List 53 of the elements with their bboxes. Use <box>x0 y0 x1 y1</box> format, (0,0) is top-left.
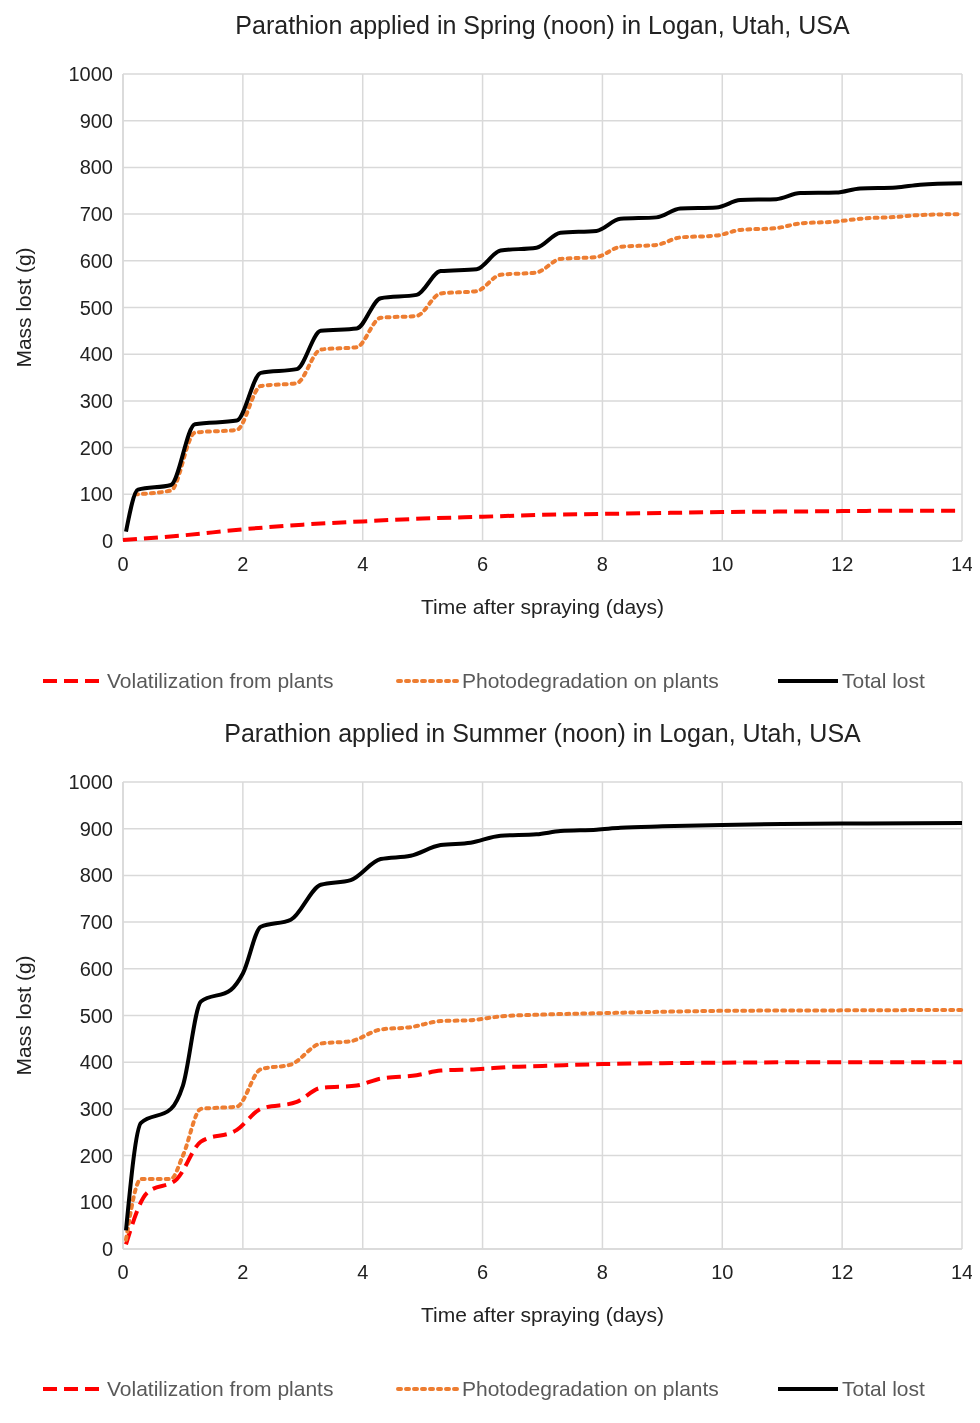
x-tick-label: 8 <box>596 553 608 575</box>
x-tick-label: 6 <box>477 1261 489 1283</box>
y-tick-label: 500 <box>79 296 113 319</box>
x-tick-label: 0 <box>117 553 129 575</box>
y-tick-label: 300 <box>79 389 113 412</box>
legend-label: Total lost <box>842 669 926 692</box>
line-series <box>124 181 964 534</box>
y-tick-label: 400 <box>79 343 113 366</box>
legend-label: Photodegradation on plants <box>462 669 719 692</box>
x-tick-label: 2 <box>237 1261 249 1283</box>
y-tick-label: 900 <box>79 817 113 840</box>
y-tick-label: 400 <box>79 1051 113 1074</box>
x-tick-label: 12 <box>831 1261 854 1283</box>
y-tick-label: 700 <box>79 911 113 934</box>
x-tick-label: 8 <box>596 1261 608 1283</box>
legend-label: Total lost <box>842 1377 926 1400</box>
x-axis-title: Time after spraying (days) <box>420 595 665 618</box>
x-tick-label: 0 <box>117 1261 129 1283</box>
y-tick-label: 700 <box>79 203 113 226</box>
line-series <box>124 1007 964 1242</box>
y-tick-label: 100 <box>79 483 113 506</box>
y-tick-label: 600 <box>79 249 113 272</box>
y-tick-label: 800 <box>79 864 113 887</box>
y-axis-title: Mass lost (g) <box>12 247 35 368</box>
x-tick-label: 10 <box>711 553 734 575</box>
legend-label: Volatilization from plants <box>107 669 334 692</box>
x-tick-label: 12 <box>831 553 854 575</box>
x-axis-title: Time after spraying (days) <box>420 1303 665 1326</box>
x-tick-label: 2 <box>237 553 249 575</box>
x-tick-label: 4 <box>357 553 369 575</box>
y-tick-label: 800 <box>79 156 113 179</box>
y-tick-label: 200 <box>79 436 113 459</box>
line-series <box>124 821 964 1233</box>
chart-title: Parathion applied in Summer (noon) in Logan, Utah, USA <box>224 719 862 747</box>
chart-title: Parathion applied in Spring (noon) in Logan, Utah, USA <box>235 11 850 39</box>
x-tick-label: 4 <box>357 1261 369 1283</box>
x-tick-label: 10 <box>711 1261 734 1283</box>
legend-label: Volatilization from plants <box>107 1377 334 1400</box>
y-tick-label: 200 <box>79 1144 113 1167</box>
y-tick-label: 100 <box>79 1191 113 1214</box>
y-tick-label: 500 <box>79 1004 113 1027</box>
x-tick-label: 14 <box>950 553 974 575</box>
y-tick-label: 0 <box>101 1238 113 1260</box>
y-tick-label: 0 <box>101 530 113 552</box>
y-tick-label: 300 <box>79 1097 113 1120</box>
y-tick-label: 600 <box>79 957 113 980</box>
y-tick-label: 900 <box>79 109 113 132</box>
legend-label: Photodegradation on plants <box>462 1377 719 1400</box>
y-axis-title: Mass lost (g) <box>12 955 35 1076</box>
x-tick-label: 6 <box>477 553 489 575</box>
y-tick-label: 1000 <box>68 771 113 793</box>
y-tick-label: 1000 <box>68 63 113 85</box>
x-tick-label: 14 <box>950 1261 974 1283</box>
